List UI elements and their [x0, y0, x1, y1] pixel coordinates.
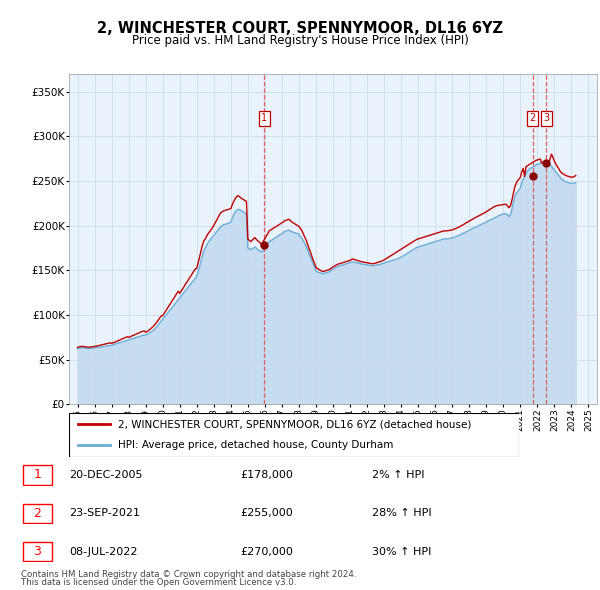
Text: 2, WINCHESTER COURT, SPENNYMOOR, DL16 6YZ: 2, WINCHESTER COURT, SPENNYMOOR, DL16 6Y…: [97, 21, 503, 35]
Text: £178,000: £178,000: [240, 470, 293, 480]
Text: 2% ↑ HPI: 2% ↑ HPI: [372, 470, 425, 480]
Text: 1: 1: [34, 468, 41, 481]
FancyBboxPatch shape: [69, 413, 519, 457]
Text: 3: 3: [543, 113, 550, 123]
Text: HPI: Average price, detached house, County Durham: HPI: Average price, detached house, Coun…: [119, 440, 394, 450]
Text: 28% ↑ HPI: 28% ↑ HPI: [372, 509, 431, 518]
Text: Price paid vs. HM Land Registry's House Price Index (HPI): Price paid vs. HM Land Registry's House …: [131, 34, 469, 47]
Text: 1: 1: [261, 113, 267, 123]
FancyBboxPatch shape: [23, 504, 52, 523]
FancyBboxPatch shape: [23, 466, 52, 484]
Text: 23-SEP-2021: 23-SEP-2021: [69, 509, 140, 518]
Text: £255,000: £255,000: [240, 509, 293, 518]
Text: 2: 2: [530, 113, 536, 123]
Text: 2, WINCHESTER COURT, SPENNYMOOR, DL16 6YZ (detached house): 2, WINCHESTER COURT, SPENNYMOOR, DL16 6Y…: [119, 419, 472, 429]
FancyBboxPatch shape: [23, 542, 52, 561]
Text: 08-JUL-2022: 08-JUL-2022: [69, 547, 137, 556]
Text: 30% ↑ HPI: 30% ↑ HPI: [372, 547, 431, 556]
Text: This data is licensed under the Open Government Licence v3.0.: This data is licensed under the Open Gov…: [21, 578, 296, 587]
Text: £270,000: £270,000: [240, 547, 293, 556]
Text: 2: 2: [34, 507, 41, 520]
Text: Contains HM Land Registry data © Crown copyright and database right 2024.: Contains HM Land Registry data © Crown c…: [21, 570, 356, 579]
Text: 20-DEC-2005: 20-DEC-2005: [69, 470, 143, 480]
Text: 3: 3: [34, 545, 41, 558]
